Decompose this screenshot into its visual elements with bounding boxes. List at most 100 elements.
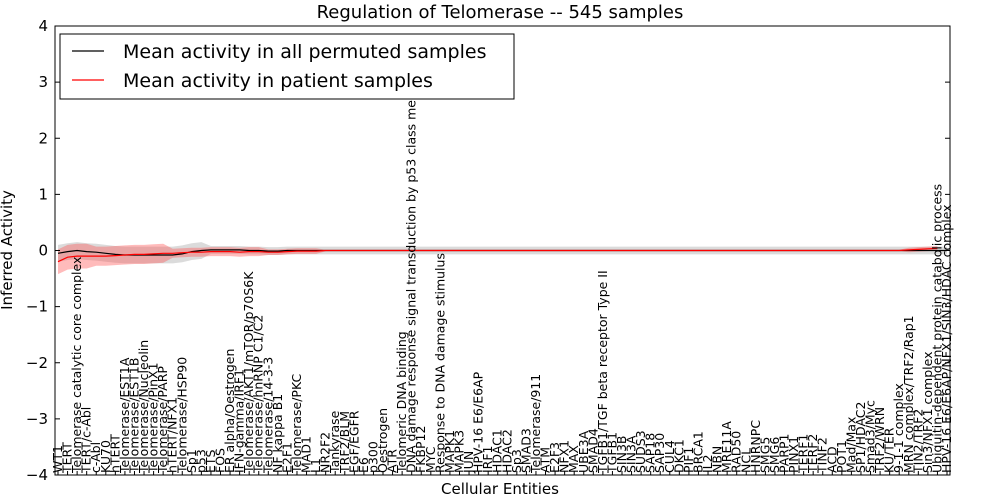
x-tick-label: MAPK1 [442, 430, 457, 473]
x-tick-label: PIF1 [681, 447, 696, 473]
x-tick-label: Mad/Max [843, 417, 858, 473]
x-tick-label: TERT/c-Abl [79, 407, 94, 474]
chart-title: Regulation of Telomerase -- 545 samples [317, 2, 684, 23]
x-tick-label: Sp1 [184, 449, 199, 473]
x-tick-label: MRN complex/TRF2/Rap1 [901, 315, 916, 473]
x-tick-label: NF kappa B1 [270, 394, 285, 473]
series-line-patient [57, 247, 938, 263]
x-tick-label: DKC1 [671, 439, 686, 473]
x-tick-label: TERF1 [796, 434, 811, 474]
legend-entry-permuted: Mean activity in all permuted samples [123, 41, 486, 63]
y-tick-label: −4 [26, 466, 48, 484]
x-axis-label: Cellular Entities [441, 480, 559, 498]
x-tick-label: KU/TER [882, 427, 897, 473]
x-tick-label: Telomerase/HSP90 [174, 357, 189, 474]
x-tick-label: TERT [60, 442, 75, 474]
x-tick-label: hTERT [107, 434, 122, 473]
x-tick-label: TINF2 [815, 437, 830, 474]
x-tick-label: Telomerase/PARP [155, 366, 170, 474]
x-tick-label: hTERT/NFX1 [165, 397, 180, 473]
x-tick-label: MAX [566, 445, 581, 473]
x-tick-label: Telomerase/14-3-3 [260, 357, 275, 474]
y-tick-label: 1 [38, 185, 48, 203]
x-tick-label: ETS [203, 449, 218, 473]
legend-entry-patient: Mean activity in patient samples [123, 70, 433, 92]
x-tick-label: PINX1 [786, 436, 801, 473]
series-lines [57, 247, 947, 263]
x-tick-label: MAD1 [299, 436, 314, 473]
y-tick-label: 0 [38, 242, 48, 260]
x-tick-label: HDAC1 [490, 429, 505, 473]
x-tick-label: NFX1 [557, 440, 572, 473]
x-tick-label: Telomerase/EST1B [127, 358, 142, 474]
band-permuted [58, 242, 947, 264]
x-tick-label: NR2F2 [318, 432, 333, 473]
x-tick-label: UBE3A [576, 430, 591, 473]
x-tick-label: L1 [308, 458, 323, 473]
x-tick-label: POT1 [834, 440, 849, 473]
x-tick-label: NCL [738, 448, 753, 473]
x-tick-label: SP1/HDAC2 [853, 402, 868, 473]
x-tick-label: BRCA1 [691, 431, 706, 473]
y-tick-label: 3 [38, 73, 48, 91]
x-tick-label: IFN-gamma/IRF1 [232, 369, 247, 473]
y-tick-label: −2 [26, 354, 48, 372]
x-tick-label: ACD [824, 446, 839, 473]
x-tick-label: Telomerase/PKC [289, 374, 304, 474]
x-tick-label: IL2 [700, 454, 715, 473]
x-tick-label: CUL4 [662, 440, 677, 473]
x-tick-label: Telomerase/911 [528, 374, 543, 474]
x-tick-label: TRF2/WRN [872, 407, 887, 474]
x-tick-label: HNRNPC [748, 420, 763, 473]
x-tick-label: Telomerase/AKT1/mTOR/p70S6K [241, 271, 256, 474]
x-tick-label: E6 [356, 457, 371, 473]
x-tick-label: 9-1-1 complex [891, 383, 906, 473]
x-tick-label: SIN3B [614, 436, 629, 474]
x-tick-label: FKBP12 [413, 426, 428, 473]
x-tick-label: E2F1 [279, 442, 294, 473]
x-tick-label: Response to DNA damage stimulus [432, 253, 447, 473]
x-tick-label: SMAD3 [518, 428, 533, 473]
x-tick-label: KU70 [98, 440, 113, 473]
x-tick-label: Telomeric DNA binding [394, 331, 409, 474]
x-tick-label: SMAD4 [585, 428, 600, 473]
x-tick-label: FOS [213, 448, 228, 473]
axes: −4 −3 −2 −1 0 1 2 3 4 [26, 17, 951, 484]
x-tick-label: TRF2/BLM [337, 411, 352, 474]
x-tick-label: ER alpha/Oestrogen [222, 349, 237, 473]
x-tick-label: TGFB1/TGF beta receptor Type II [595, 270, 610, 474]
x-tick-label: Telomerase/Nucleolin [136, 340, 151, 474]
y-tick-label: −1 [26, 298, 48, 316]
legend-frame [59, 33, 515, 100]
x-tick-label: SMG6 [767, 437, 782, 473]
x-tick-label: Oestrogen [375, 408, 390, 473]
x-tick-label: SAP30 [652, 433, 667, 473]
x-tick-label: HPV-16 E6/E6AP/NFX1/SIN3/HDAC complex [939, 204, 954, 473]
x-tick-label: TGFB1 [604, 432, 619, 474]
y-tick-label: −3 [26, 410, 48, 428]
x-tick-label: Smad3/Myc [863, 400, 878, 473]
legend: Mean activity in all permuted samples Me… [59, 33, 515, 100]
x-tick-label: SMG5 [757, 437, 772, 473]
x-tick-label: HDAC2 [499, 429, 514, 473]
y-tick-label: 4 [38, 17, 48, 35]
x-tick-label: SIN3A [624, 435, 639, 473]
x-tick-label: ATR [385, 449, 400, 473]
x-tick-label: NBN [710, 446, 725, 473]
x-tick-label: PARP1 [777, 434, 792, 473]
x-tick-label: RAD50 [729, 431, 744, 473]
x-tick-label: Telomerase/PinX1 [146, 362, 161, 474]
x-tick-label: p53 [193, 449, 208, 473]
x-tick-label: ATM [538, 447, 553, 473]
x-tick-label: c-Abl [88, 442, 103, 473]
x-tick-label: MYC [423, 446, 438, 473]
x-tick-label: Telomerase/hnRNP C1/C2 [251, 315, 266, 474]
x-tick-label: DNA damage response signal transduction … [404, 62, 419, 473]
x-tick-label: SAP18 [643, 433, 658, 473]
x-tick-label: JUN [461, 451, 476, 474]
x-tick-label: Tankyrase [327, 410, 342, 474]
variability-bands [58, 242, 947, 275]
